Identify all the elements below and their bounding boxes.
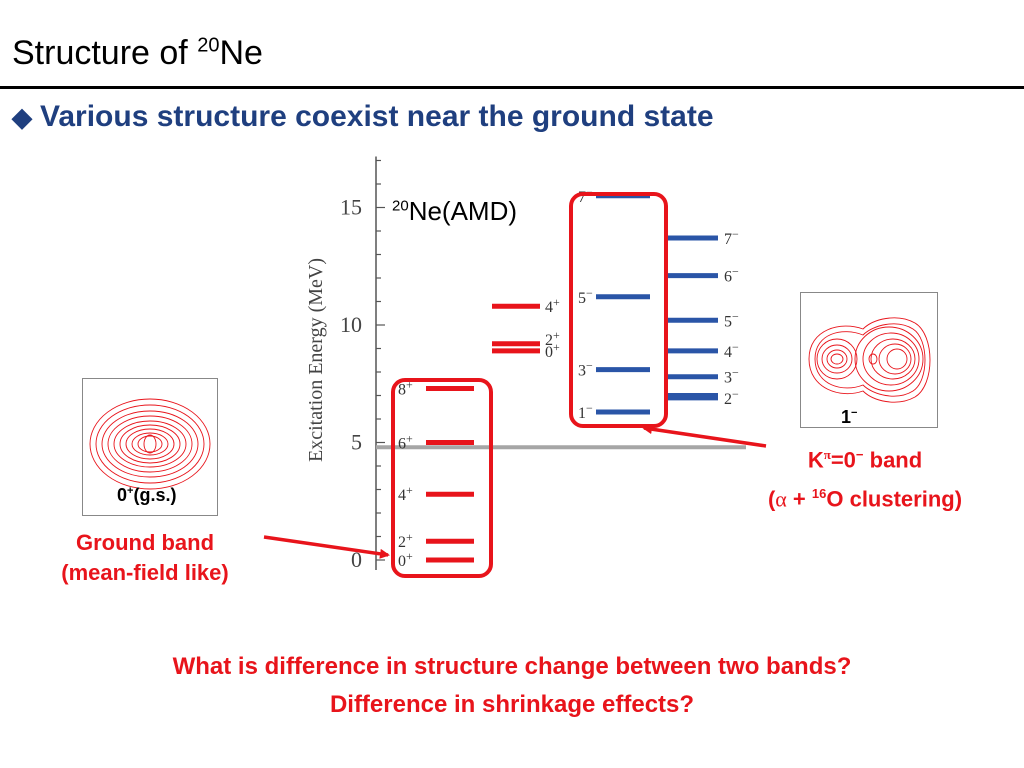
ground-band-title: Ground band <box>75 530 215 555</box>
y-tick-label: 0 <box>351 547 362 572</box>
ground-state-density-plot: 0+(g.s.) <box>82 378 218 516</box>
y-tick-label: 5 <box>351 430 362 455</box>
energy-axis: 0 5 10 15 <box>340 156 385 572</box>
alpha-symbol: α <box>775 486 787 512</box>
ground-density-contours <box>89 398 211 490</box>
one-minus-parity: − <box>851 407 858 419</box>
k0-band-level-label: 7− <box>578 185 593 206</box>
y-tick-label: 15 <box>340 195 362 220</box>
energy-levels: 0+2+4+6+8+0+2+4+1−3−5−7−2−3−4−5−6−7− <box>398 185 739 570</box>
y-axis-label: Excitation Energy (MeV) <box>305 258 327 462</box>
right-band-level-label: 4− <box>724 340 739 361</box>
ground-band-annotation: Ground band (mean-field like) <box>30 528 260 588</box>
model-label: 20Ne(AMD) <box>392 196 517 227</box>
k-parity: − <box>855 447 864 462</box>
one-minus-label: 1− <box>841 407 857 428</box>
other-level-label: 0+ <box>545 340 560 361</box>
one-minus-spin: 1 <box>841 407 852 427</box>
ground-band-arrow <box>263 535 390 559</box>
model-label-mass: 20 <box>392 197 409 215</box>
right-band-level-label: 7− <box>724 227 739 248</box>
gs-parity: + <box>127 485 134 497</box>
clustering-text: O clustering) <box>826 486 963 512</box>
title-divider <box>0 86 1024 89</box>
k0-band-level-label: 1− <box>578 401 593 422</box>
ground-band-frame <box>391 378 493 578</box>
k0-band-level-label: 5− <box>578 286 593 307</box>
other-level-label: 4+ <box>545 295 560 316</box>
gs-suffix: (g.s.) <box>133 485 177 505</box>
k-band-arrow <box>642 424 767 448</box>
k-band-title: Kπ=0− band <box>730 438 1000 477</box>
ground-band-level-label: 8+ <box>398 377 413 398</box>
ground-band-level-label: 2+ <box>398 530 413 551</box>
paren-open: ( <box>767 486 776 512</box>
slide-title: Structure of 20Ne <box>12 34 263 73</box>
cluster-density-contours <box>808 317 931 403</box>
k-band-annotation: Kπ=0− band (α + 16O clustering) <box>730 438 1000 517</box>
title-superscript: 20 <box>197 34 220 57</box>
right-band-level-label: 6− <box>724 265 739 286</box>
question-text: What is difference in structure change b… <box>0 648 1024 724</box>
ground-band-level-label: 6+ <box>398 432 413 453</box>
y-tick-label: 10 <box>340 312 362 337</box>
question-line-1: What is difference in structure change b… <box>172 653 852 680</box>
right-band-level-label: 5− <box>724 309 739 330</box>
ground-band-level-label: 4+ <box>398 483 413 504</box>
plus-sign: + <box>786 486 812 512</box>
bullet-text: Various structure coexist near the groun… <box>40 100 714 133</box>
k0-band-level-label: 3− <box>578 359 593 380</box>
k-symbol: K <box>807 447 824 473</box>
k-pi: π <box>823 447 831 462</box>
k-band-subtitle: (α + 16O clustering) <box>730 477 1000 516</box>
gs-spin: 0 <box>117 485 128 505</box>
right-band-level-label: 2− <box>724 387 739 408</box>
one-minus-density-plot: 1− <box>800 292 938 428</box>
ground-state-label: 0+(g.s.) <box>117 485 176 506</box>
ground-band-level-label: 0+ <box>398 549 413 570</box>
diamond-bullet-icon: ◆ <box>12 102 32 132</box>
title-element: Ne <box>219 34 263 72</box>
bullet-point: ◆ Various structure coexist near the grou… <box>12 100 714 134</box>
title-text: Structure of <box>12 34 198 72</box>
right-band-level-label: 3− <box>724 366 739 387</box>
k0-band-frame <box>569 192 668 428</box>
pointer-arrows <box>263 424 767 559</box>
other-level-label: 2+ <box>545 328 560 349</box>
model-label-text: Ne(AMD) <box>408 196 518 226</box>
question-line-2: Difference in shrinkage effects? <box>329 691 695 718</box>
ground-band-subtitle: (mean-field like) <box>61 560 229 585</box>
k-band-word: band <box>863 447 923 473</box>
oxygen-mass: 16 <box>811 486 827 502</box>
k-value: =0 <box>830 447 856 473</box>
band-frames <box>391 192 668 578</box>
